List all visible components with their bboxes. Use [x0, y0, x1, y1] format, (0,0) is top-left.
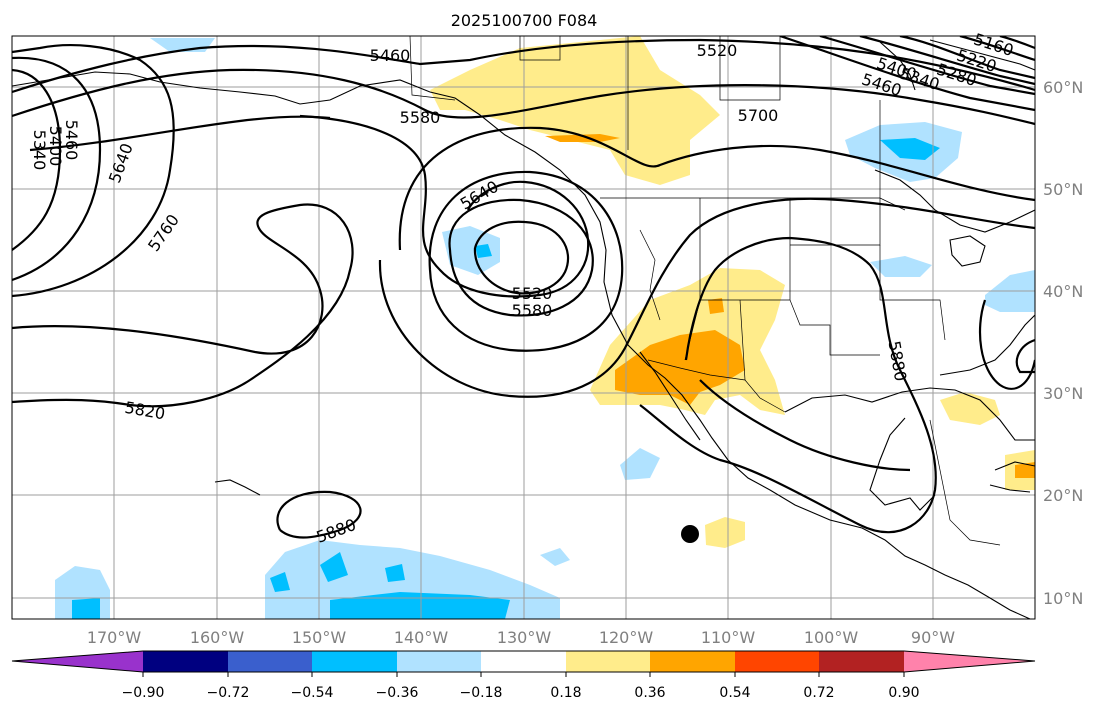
lon-label: 130°W [497, 628, 552, 647]
colorbar-segment [312, 651, 397, 672]
map-title: 2025100700 F084 [451, 11, 598, 30]
colorbar-segment [143, 651, 228, 672]
coastlines [12, 39, 1035, 619]
colorbar-segment [735, 651, 819, 672]
location-marker [681, 525, 699, 543]
lon-label: 100°W [804, 628, 859, 647]
colorbar-tick-label: −0.54 [291, 685, 334, 701]
map-area [12, 36, 1035, 619]
lon-label: 160°W [190, 628, 245, 647]
colorbar-segment [650, 651, 735, 672]
colorbar [11, 650, 1036, 673]
colorbar-tick-label: 0.54 [719, 685, 750, 701]
longitude-labels: 170°W 160°W 150°W 140°W 130°W 120°W 110°… [87, 628, 955, 647]
colorbar-tick-label: −0.36 [376, 685, 419, 701]
contour-label: 5520 [697, 41, 738, 60]
geopotential-contours [12, 36, 1035, 539]
colorbar-extend-max [904, 651, 1035, 672]
colorbar-tick-label: 0.36 [634, 685, 665, 701]
colorbar-segment [228, 651, 312, 672]
political-borders [409, 36, 1001, 546]
map-frame [11, 35, 1036, 620]
lat-label: 30°N [1043, 384, 1083, 403]
contour-label: 5340 [30, 130, 49, 171]
colorbar-segment [397, 651, 481, 672]
contour-label: 5460 [370, 46, 411, 65]
negative-anomaly-shading [55, 38, 1035, 619]
colorbar-tick-label: −0.72 [207, 685, 250, 701]
colorbar-tick-labels: −0.90 −0.72 −0.54 −0.36 −0.18 0.18 0.36 … [122, 685, 920, 701]
lat-label: 60°N [1043, 78, 1083, 97]
colorbar-segment [819, 651, 904, 672]
colorbar-tick-label: 0.90 [888, 685, 919, 701]
colorbar-tick-label: −0.18 [460, 685, 503, 701]
colorbar-tick-label: 0.18 [550, 685, 581, 701]
contour-label: 5400 [46, 126, 65, 167]
contour-label: 5580 [512, 301, 553, 320]
contour-label: 5580 [400, 108, 441, 127]
contour-label: 5460 [62, 120, 81, 161]
lon-label: 120°W [599, 628, 654, 647]
colorbar-ticks [142, 672, 905, 677]
colorbar-tick-label: −0.90 [122, 685, 165, 701]
contour-label: 5700 [738, 106, 779, 125]
lon-label: 90°W [911, 628, 955, 647]
lon-label: 110°W [701, 628, 756, 647]
lat-label: 40°N [1043, 282, 1083, 301]
lat-label: 10°N [1043, 589, 1083, 608]
colorbar-tick-label: 0.72 [803, 685, 834, 701]
lat-label: 20°N [1043, 486, 1083, 505]
colorbar-segment [481, 651, 566, 672]
latitude-labels: 60°N 50°N 40°N 30°N 20°N 10°N [1043, 78, 1083, 608]
lon-label: 140°W [394, 628, 449, 647]
positive-anomaly-shading [430, 36, 1035, 548]
colorbar-segment [566, 651, 650, 672]
lat-label: 50°N [1043, 180, 1083, 199]
lon-label: 150°W [292, 628, 347, 647]
lat-lon-grid [12, 36, 1035, 619]
lon-label: 170°W [87, 628, 142, 647]
colorbar-extend-min [12, 651, 143, 672]
contour-label: 5520 [512, 284, 553, 303]
